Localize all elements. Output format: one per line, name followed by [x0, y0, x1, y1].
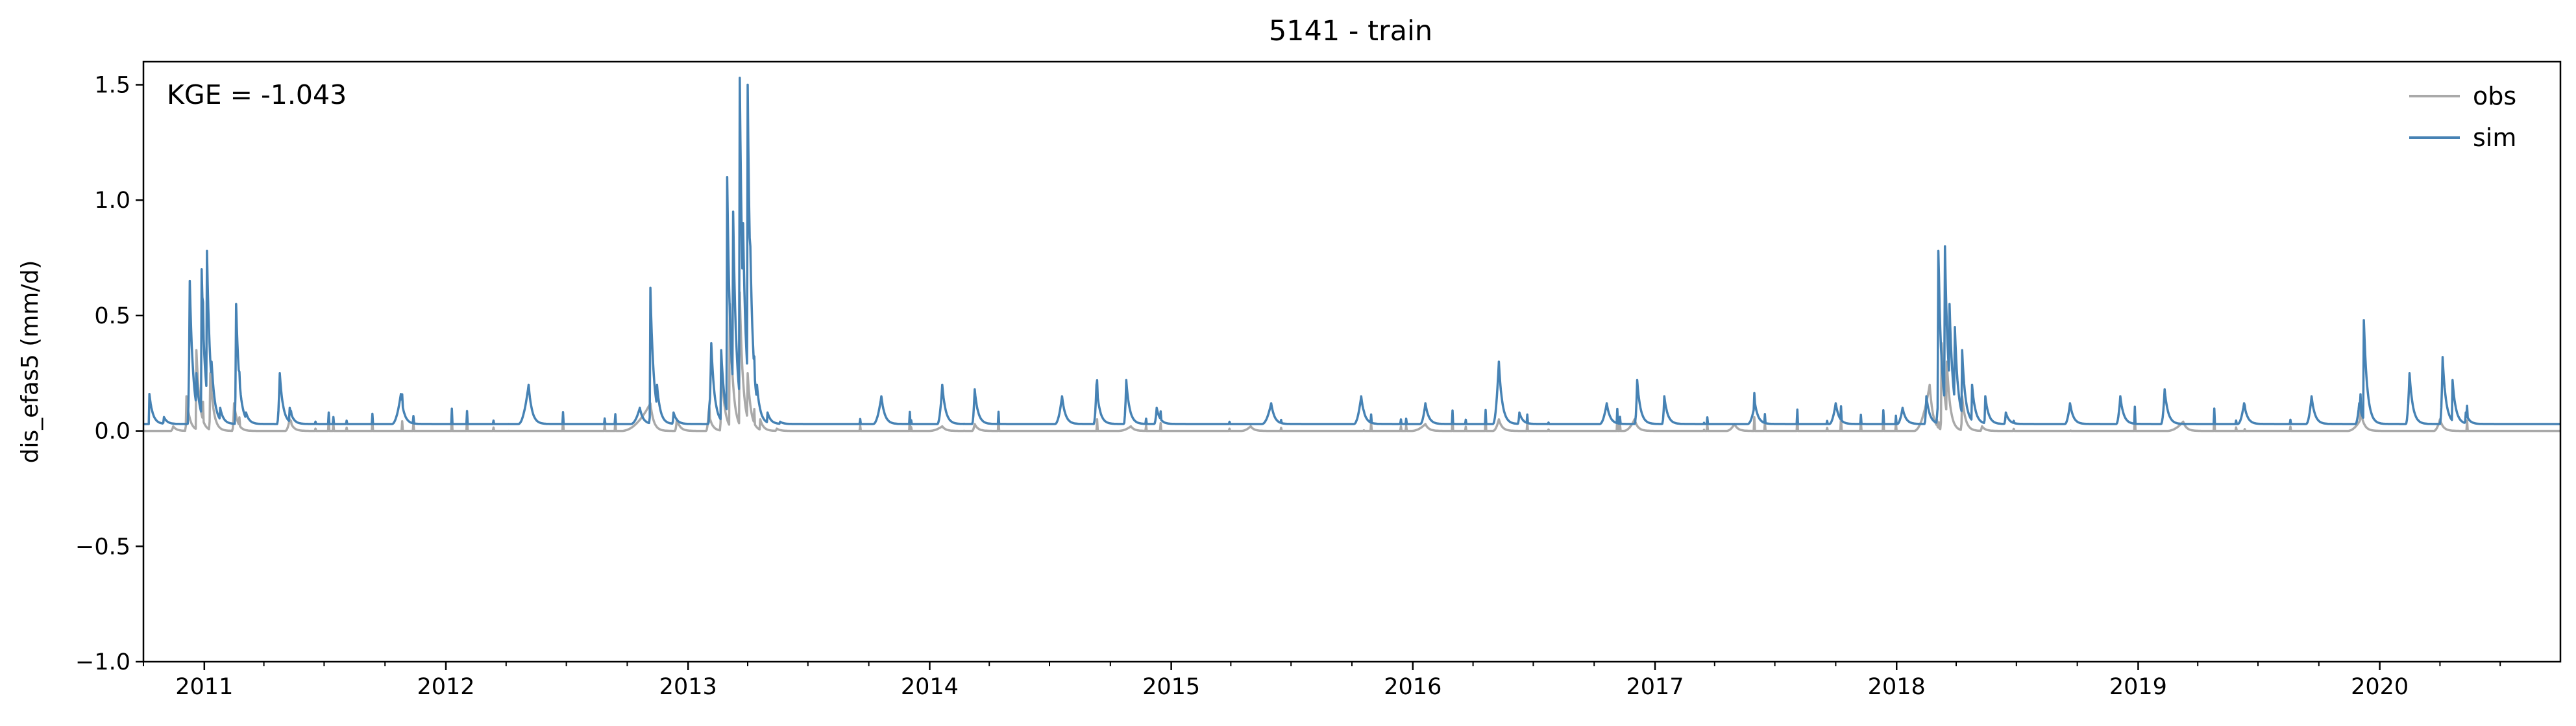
legend-label-obs: obs — [2473, 82, 2516, 110]
series-line-sim — [143, 77, 2561, 425]
x-tick-label: 2013 — [659, 674, 717, 700]
x-tick-label: 2017 — [1626, 674, 1684, 700]
y-tick-label: −1.0 — [75, 649, 130, 675]
x-tick-label: 2014 — [901, 674, 959, 700]
x-tick-label: 2012 — [417, 674, 474, 700]
y-tick-label: 0.5 — [94, 303, 130, 329]
x-tick-label: 2011 — [175, 674, 233, 700]
x-tick-label: 2018 — [1868, 674, 1926, 700]
y-axis-label: dis_efas5 (mm/d) — [17, 260, 43, 464]
y-tick-label: 1.0 — [94, 188, 130, 214]
x-tick-label: 2019 — [2109, 674, 2167, 700]
y-tick-label: 0.0 — [94, 419, 130, 445]
legend-label-sim: sim — [2473, 123, 2516, 152]
x-tick-label: 2015 — [1142, 674, 1200, 700]
kge-annotation: KGE = -1.043 — [167, 79, 347, 110]
chart-title: 5141 - train — [1269, 15, 1432, 47]
x-axis: 2011 2012 2013 2014 2015 2016 2017 2018 2019 2020 — [143, 662, 2501, 700]
series-line-obs — [143, 291, 2561, 432]
y-tick-label: −0.5 — [75, 534, 130, 560]
legend: obs sim — [2409, 82, 2516, 152]
series-layer — [143, 77, 2561, 432]
y-axis: −1.0 −0.5 0.0 0.5 1.0 1.5 — [75, 73, 143, 675]
x-tick-label: 2016 — [1384, 674, 1441, 700]
y-tick-label: 1.5 — [94, 73, 130, 99]
x-tick-label: 2020 — [2351, 674, 2409, 700]
